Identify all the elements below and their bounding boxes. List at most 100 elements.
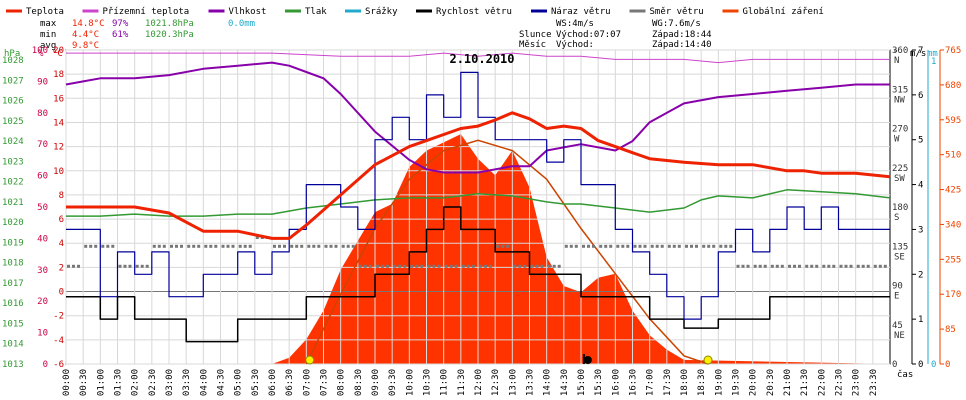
axis-ms-tick-7: 0 bbox=[918, 360, 923, 370]
axis-pct-tick-6: 40 bbox=[37, 234, 48, 244]
wind-dir-point bbox=[226, 244, 230, 248]
axis-ms-tick-3: 4 bbox=[918, 181, 923, 191]
series-ground-temp bbox=[66, 52, 890, 64]
legend: Teplota Přízemní teplota Vlhkost Tlak Srážky… bbox=[6, 7, 824, 17]
axis-pct-tick-0: 100 bbox=[32, 46, 48, 56]
stat-max-temp: 14.8°C bbox=[72, 19, 105, 29]
wind-dir-point bbox=[530, 264, 534, 268]
axis-wm2-tick-5: 340 bbox=[945, 220, 961, 230]
axis-wm2-tick-0: 765 bbox=[945, 46, 961, 56]
axes: hPa1028102710261025102410231022102110201… bbox=[2, 46, 961, 396]
wind-dir-point bbox=[788, 264, 791, 268]
x-tick-25: 12:30 bbox=[491, 369, 501, 396]
axis-ms-tick-6: 1 bbox=[918, 315, 923, 325]
axis-wm2-tick-6: 255 bbox=[945, 255, 961, 265]
wind-dir-point bbox=[101, 244, 105, 248]
wind-dir-point bbox=[638, 244, 642, 248]
wind-dir-point bbox=[832, 264, 836, 268]
wind-dir-point bbox=[552, 264, 556, 268]
wind-dir-point bbox=[724, 244, 728, 248]
wind-dir-point bbox=[128, 264, 132, 268]
info-sunset: Západ:18:44 bbox=[652, 30, 712, 40]
wind-dir-point bbox=[621, 244, 625, 248]
axis-mm-tick-1: 0 bbox=[931, 360, 936, 370]
wind-dir-point bbox=[175, 244, 178, 248]
series-temperature bbox=[66, 111, 891, 240]
axis-wm2-tick-8: 85 bbox=[945, 325, 956, 335]
axis-celsius-tick-10: 0 bbox=[59, 288, 64, 298]
info-moonset: Západ:14:40 bbox=[652, 40, 712, 50]
axis-celsius-tick-5: 10 bbox=[53, 167, 64, 177]
axis-deg-dir-3: SW bbox=[894, 174, 905, 184]
wind-dir-point bbox=[180, 244, 183, 248]
wind-dir-point bbox=[513, 264, 517, 268]
x-axis-label: čas bbox=[897, 369, 913, 380]
x-tick-38: 19:00 bbox=[714, 369, 724, 396]
axis-wm2-tick-4: 425 bbox=[945, 186, 961, 196]
info-block: WS:4m/s WG:7.6m/s Slunce Východ:07:07 Zá… bbox=[519, 19, 712, 50]
wind-dir-point bbox=[403, 264, 407, 268]
x-tick-21: 10:30 bbox=[423, 369, 433, 396]
x-tick-34: 17:00 bbox=[646, 369, 656, 396]
wind-dir-point bbox=[135, 264, 139, 268]
info-sunrise: Východ:07:07 bbox=[556, 30, 621, 40]
wind-dir-point bbox=[197, 244, 201, 248]
axis-deg-dir-6: E bbox=[894, 292, 899, 302]
wind-dir-point bbox=[118, 264, 122, 268]
axis-pct-tick-9: 10 bbox=[37, 329, 48, 339]
wind-dir-point bbox=[655, 244, 659, 248]
axis-deg-dir-0: N bbox=[894, 56, 899, 66]
wind-dir-point bbox=[123, 264, 127, 268]
wind-dir-point bbox=[89, 244, 93, 248]
axis-celsius-tick-3: 14 bbox=[53, 118, 64, 128]
axis-pct-tick-5: 50 bbox=[37, 203, 48, 213]
wind-dir-point bbox=[170, 244, 173, 248]
axis-wm2-tick-7: 170 bbox=[945, 290, 961, 300]
axis-hpa-tick-0: 1028 bbox=[2, 56, 24, 66]
wind-dir-point bbox=[695, 244, 698, 248]
wind-dir-point bbox=[523, 264, 527, 268]
x-tick-27: 13:30 bbox=[526, 369, 536, 396]
series-pressure bbox=[66, 189, 891, 217]
wind-dir-point bbox=[346, 244, 350, 248]
wind-dir-point bbox=[633, 244, 637, 248]
x-tick-1: 00:30 bbox=[79, 369, 89, 396]
plot-area bbox=[65, 49, 891, 365]
wind-dir-point bbox=[643, 244, 647, 248]
wind-dir-point bbox=[192, 244, 196, 248]
info-ws: WS:4m/s bbox=[556, 19, 594, 29]
wind-dir-point bbox=[341, 244, 345, 248]
wind-dir-point bbox=[822, 264, 826, 268]
x-tick-0: 00:00 bbox=[62, 369, 72, 396]
stats-block: max 14.8°C 97% 1021.8hPa 0.0mm min 4.4°C… bbox=[40, 19, 255, 51]
axis-ms-label: m/s bbox=[910, 49, 926, 59]
wind-dir-point bbox=[672, 244, 676, 248]
wind-dir-point bbox=[557, 264, 561, 268]
wind-dir-point bbox=[535, 264, 539, 268]
wind-dir-point bbox=[599, 244, 603, 248]
wind-dir-point bbox=[741, 264, 745, 268]
axis-mm-tick-0: 1 bbox=[931, 57, 936, 67]
x-tick-33: 16:30 bbox=[629, 369, 639, 396]
wind-dir-point bbox=[393, 264, 397, 268]
stat-min-hum: 61% bbox=[112, 30, 129, 40]
legend-label-0: Teplota bbox=[26, 7, 64, 17]
axis-pct-tick-10: 0 bbox=[43, 360, 48, 370]
x-tick-15: 07:30 bbox=[320, 369, 330, 396]
x-tick-19: 09:30 bbox=[388, 369, 398, 396]
sunset-marker bbox=[703, 355, 713, 365]
wind-dir-point bbox=[420, 264, 424, 268]
axis-wm2-tick-9: 0 bbox=[945, 360, 950, 370]
x-tick-16: 08:00 bbox=[337, 369, 347, 396]
wind-dir-point bbox=[592, 244, 595, 248]
wind-dir-point bbox=[111, 244, 115, 248]
wind-dir-point bbox=[427, 264, 431, 268]
wind-dir-point bbox=[878, 264, 882, 268]
axis-celsius-tick-13: -6 bbox=[53, 360, 64, 370]
wind-dir-point bbox=[300, 244, 304, 248]
wind-dir-point bbox=[358, 264, 362, 268]
wind-dir-point bbox=[376, 264, 379, 268]
wind-dir-point bbox=[810, 264, 814, 268]
wind-dir-point bbox=[72, 264, 75, 268]
series-wind-gust bbox=[66, 71, 890, 320]
